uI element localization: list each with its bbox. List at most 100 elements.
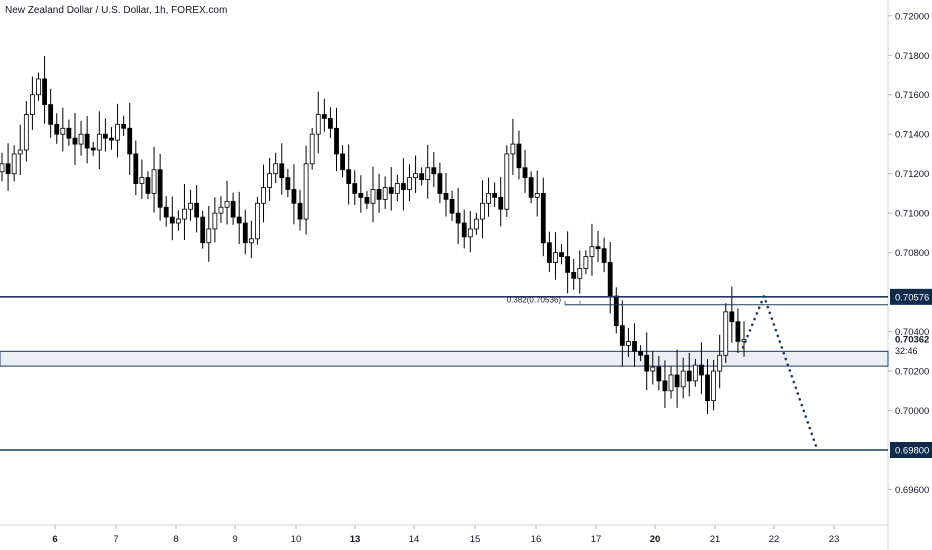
candle-body (163, 206, 169, 218)
level-tag-label: 0.70576 (895, 292, 929, 303)
time-tick-label: 20 (650, 534, 661, 545)
candle-body (23, 114, 29, 151)
candle-body (705, 374, 710, 402)
price-tick-label: 0.69600 (895, 485, 929, 496)
candle-body (382, 187, 388, 200)
candle-body (230, 200, 236, 218)
candle-body (54, 123, 60, 135)
candle-body (467, 228, 473, 238)
candle-body (182, 208, 187, 220)
candle-body (212, 212, 218, 230)
candle-body (121, 123, 127, 129)
candle-body (461, 222, 467, 238)
candle-body (90, 147, 96, 151)
time-tick-label: 17 (591, 534, 602, 545)
price-tick-label: 0.71400 (895, 130, 929, 141)
time-axis[interactable]: 6 7 8 9 10 13 14 15 16 17 20 21 22 23 (52, 525, 839, 545)
candle-body (273, 163, 279, 175)
candle-body (328, 118, 333, 129)
candle-body (583, 256, 589, 269)
candle-body (668, 374, 674, 392)
candle-body (309, 133, 315, 165)
candle-body (607, 262, 613, 297)
price-axis[interactable]: 0.72000 0.71800 0.71600 0.71400 0.71200 0.710… (888, 11, 929, 496)
candle-body (175, 218, 181, 224)
candle-body (431, 167, 437, 175)
candle-body (96, 133, 102, 151)
candlestick-series (0, 56, 747, 415)
level-tag (890, 442, 932, 458)
candle-body (315, 114, 321, 135)
candle-body (498, 196, 504, 210)
support-zone (0, 350, 889, 367)
candle-body (522, 167, 528, 179)
candle-body (528, 177, 534, 198)
candle-body (455, 212, 461, 224)
candle-body (346, 169, 352, 184)
candle-body (303, 163, 309, 220)
zone-rect (0, 350, 889, 367)
candle-body (504, 153, 510, 210)
candle-body (248, 238, 254, 244)
countdown-label: 32:46 (895, 346, 918, 356)
candle-body (559, 252, 564, 257)
candle-body (194, 202, 200, 218)
candle-body (729, 311, 735, 323)
candle-body (285, 177, 291, 190)
candle-body (291, 189, 297, 204)
level-tag-label: 0.69800 (895, 446, 929, 457)
candle-body (480, 202, 485, 220)
candle-body (0, 163, 5, 173)
candle-body (540, 193, 546, 244)
current-price-label: 0.70362 (895, 335, 929, 346)
price-tick-label: 0.70800 (895, 248, 929, 259)
time-tick-label: 23 (829, 534, 840, 545)
time-tick-label: 10 (291, 534, 302, 545)
candle-body (297, 202, 303, 220)
candle-body (334, 127, 339, 155)
candle-body (242, 222, 248, 244)
price-tick-label: 0.71600 (895, 90, 929, 101)
candle-body (115, 123, 120, 141)
horizontal-levels[interactable]: 0.70576 0.69800 (0, 288, 932, 458)
candle-body (17, 149, 23, 155)
time-tick-label: 15 (470, 534, 481, 545)
candle-body (36, 78, 41, 96)
candle-body (741, 339, 747, 342)
candle-body (127, 127, 133, 155)
time-tick-label: 22 (769, 534, 780, 545)
candle-body (425, 167, 431, 181)
candle-body (206, 228, 212, 244)
price-tick-label: 0.70000 (895, 406, 929, 417)
candle-body (48, 104, 54, 125)
candle-body (84, 133, 90, 149)
time-tick-label: 7 (113, 534, 118, 545)
candle-body (723, 311, 729, 356)
candle-body (613, 295, 619, 327)
candle-body (321, 114, 327, 119)
candle-body (30, 94, 35, 115)
projection-path[interactable] (741, 292, 818, 448)
candle-body (510, 143, 516, 155)
candle-body (145, 177, 151, 194)
candle-body (650, 366, 656, 372)
candle-body (589, 246, 595, 257)
candle-body (644, 354, 650, 372)
candle-body (638, 350, 644, 356)
candle-body (376, 189, 382, 200)
candle-body (72, 137, 78, 145)
candle-body (595, 246, 601, 250)
time-tick-label: 8 (173, 534, 178, 545)
candle-body (437, 173, 443, 194)
candle-body (218, 206, 224, 214)
time-tick-label: 13 (350, 534, 361, 545)
price-tick-label: 0.71800 (895, 51, 929, 62)
candle-body (492, 193, 498, 198)
candle-body (419, 173, 425, 181)
candle-body (394, 183, 400, 194)
candle-body (133, 153, 139, 184)
candle-body (534, 193, 540, 198)
fib-retracement[interactable]: 0.382(0.70536) (507, 296, 888, 306)
price-tick-label: 0.72000 (895, 11, 929, 22)
